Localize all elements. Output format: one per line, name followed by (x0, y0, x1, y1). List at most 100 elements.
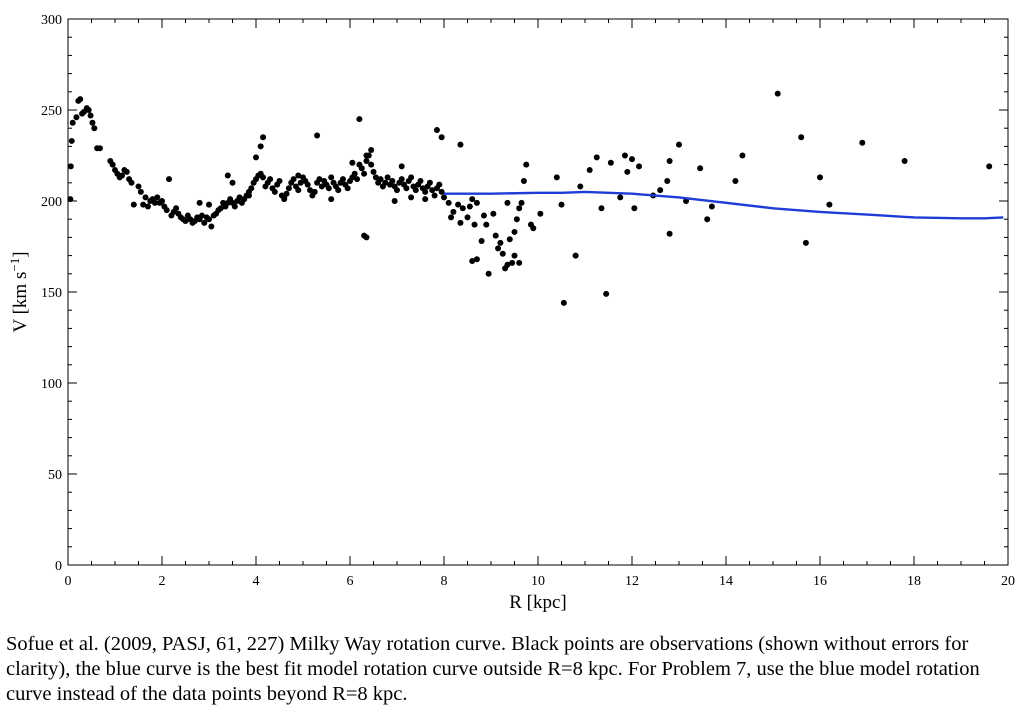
data-point (480, 212, 487, 219)
data-point (631, 205, 638, 212)
data-point (377, 176, 384, 183)
data-point (67, 196, 74, 203)
data-point (119, 172, 126, 179)
y-axis-title: V [km s−1] (7, 251, 31, 332)
rotation-curve-chart: 0 2 4 6 8 10 12 14 16 18 20 0 50 100 150 200 250 300 R [… (7, 13, 1015, 613)
data-point (351, 170, 358, 177)
data-point (91, 125, 98, 132)
data-point (485, 270, 492, 277)
y-axis-title-close: ] (10, 251, 31, 257)
data-point (664, 177, 671, 184)
data-point (798, 134, 805, 141)
data-point (436, 181, 443, 188)
y-axis-title-main: V [km s (10, 272, 31, 333)
data-point (499, 250, 506, 257)
data-point (826, 201, 833, 208)
data-point (370, 168, 377, 175)
data-point (276, 177, 283, 184)
data-point (335, 187, 342, 194)
data-point (457, 219, 464, 226)
data-point (448, 214, 455, 221)
data-point (457, 141, 464, 148)
data-point (267, 176, 274, 183)
data-point (441, 194, 447, 201)
data-point (85, 107, 92, 113)
data-point (429, 187, 436, 194)
data-point (537, 210, 544, 217)
data-point (516, 259, 523, 266)
y-tick-labels: 0 50 100 150 200 250 300 (41, 13, 62, 574)
x-axis-title: R [kpc] (509, 592, 567, 613)
data-point (398, 176, 405, 183)
data-point (495, 245, 502, 252)
data-point (151, 199, 158, 206)
data-point (469, 258, 476, 265)
data-point (311, 188, 318, 195)
observation-points (67, 90, 993, 306)
data-point (617, 194, 624, 201)
model-rotation-curve (444, 190, 1004, 220)
data-point (431, 192, 438, 199)
data-point (704, 216, 711, 223)
data-point (572, 252, 579, 259)
data-point (504, 261, 511, 268)
data-point (361, 170, 368, 177)
data-point (422, 188, 429, 195)
data-point (408, 174, 415, 181)
data-point (140, 201, 147, 208)
data-point (358, 165, 365, 172)
data-point (817, 174, 823, 181)
data-point (307, 187, 314, 194)
plot-frame (67, 18, 1009, 566)
data-point (231, 203, 238, 210)
data-point (986, 163, 993, 170)
data-point (73, 114, 80, 121)
data-point (483, 221, 490, 228)
x-tick-label: 14 (719, 574, 733, 589)
data-point (325, 185, 332, 192)
data-point (290, 176, 297, 183)
data-point (87, 112, 94, 119)
data-point (295, 172, 302, 179)
data-point (802, 239, 809, 246)
data-point (603, 290, 610, 297)
data-point (511, 252, 518, 259)
data-point (438, 134, 445, 141)
data-point (403, 185, 410, 192)
data-point (513, 216, 520, 223)
data-point (471, 221, 478, 228)
data-point (253, 154, 259, 161)
data-point (408, 194, 415, 201)
data-point (586, 167, 593, 174)
data-point (182, 218, 189, 225)
data-point (666, 157, 673, 164)
data-point (398, 163, 405, 170)
data-point (518, 199, 525, 206)
data-point (492, 232, 499, 239)
data-point (450, 208, 457, 215)
data-point (368, 147, 375, 154)
data-point (68, 137, 75, 144)
data-point (196, 199, 203, 206)
y-tick-label: 200 (41, 195, 62, 210)
data-point (577, 183, 584, 190)
data-point (520, 177, 527, 184)
figure-caption: Sofue et al. (2009, PASJ, 61, 227) Milky… (6, 633, 980, 705)
data-point (314, 132, 321, 139)
x-tick-label: 4 (253, 574, 260, 589)
data-point (67, 163, 74, 170)
data-point (229, 179, 236, 186)
data-point (316, 176, 323, 183)
data-point (859, 139, 866, 146)
data-point (208, 223, 215, 230)
data-point (657, 187, 664, 194)
x-tick-label: 20 (1001, 574, 1015, 589)
data-point (349, 159, 356, 166)
data-point (109, 161, 116, 168)
y-tick-label: 150 (41, 286, 62, 301)
y-tick-label: 300 (41, 13, 62, 28)
data-point (598, 205, 605, 212)
data-point (530, 225, 537, 232)
data-point (464, 214, 471, 221)
data-point (236, 194, 243, 201)
